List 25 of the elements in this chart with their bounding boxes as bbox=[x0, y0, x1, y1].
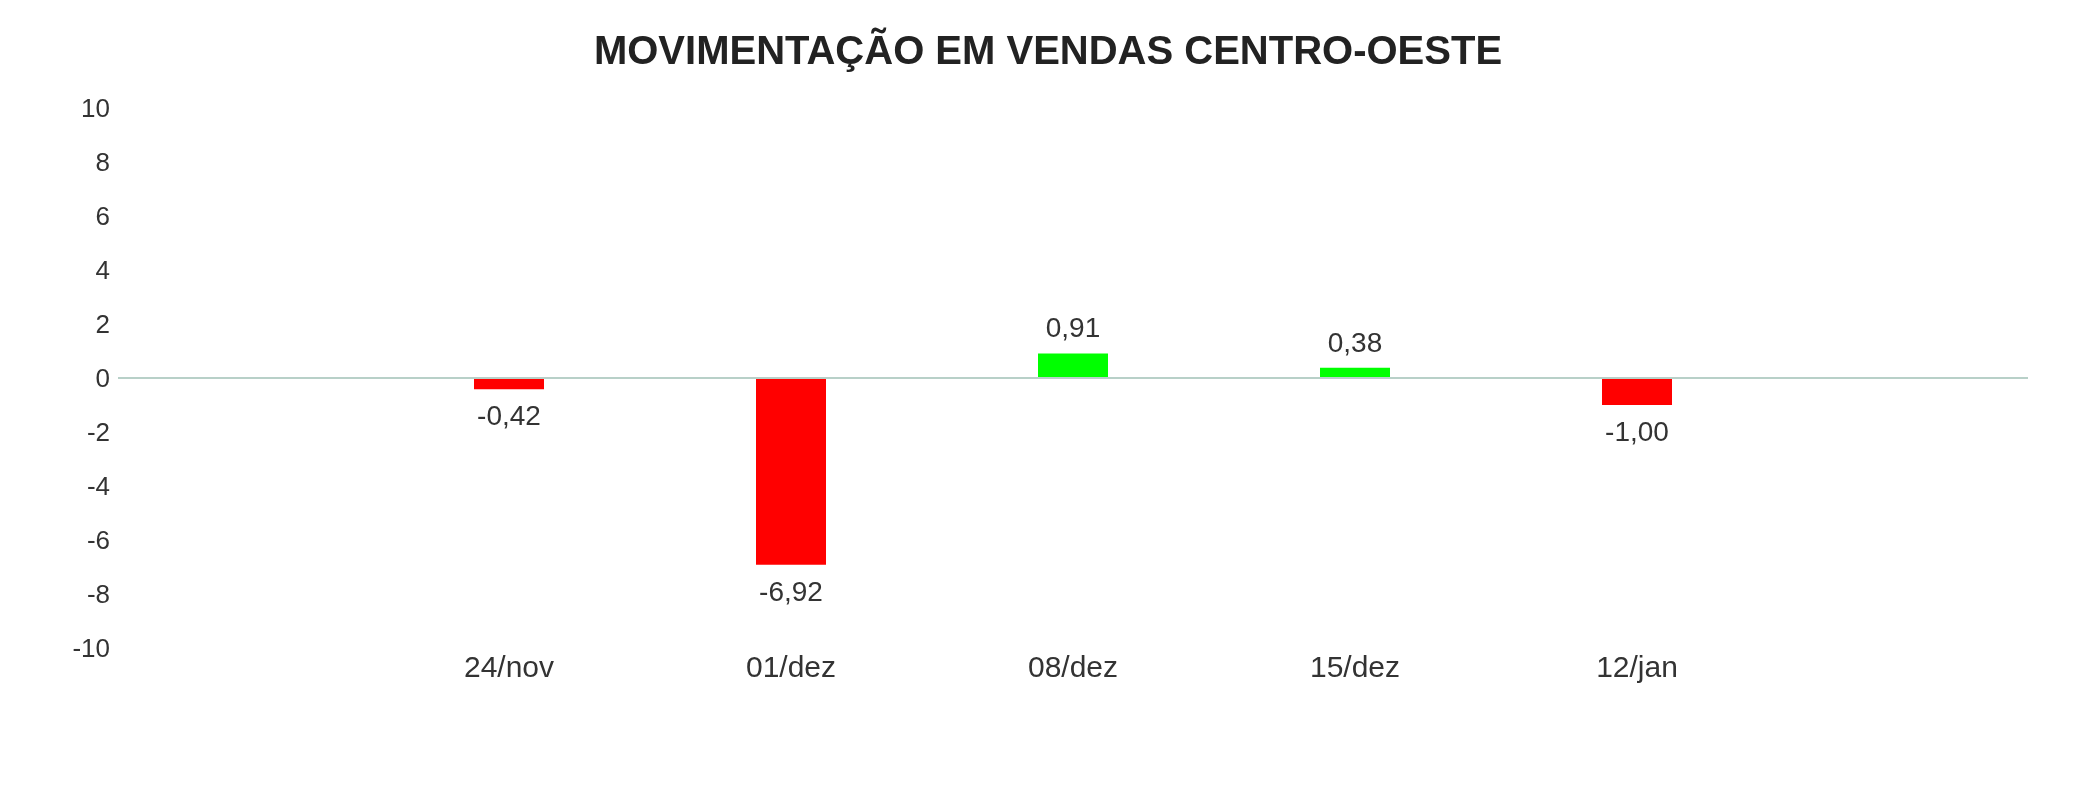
x-tick-label: 12/jan bbox=[1596, 650, 1678, 684]
bar bbox=[1602, 378, 1672, 405]
x-tick-label: 01/dez bbox=[745, 650, 837, 684]
data-label: -6,92 bbox=[759, 575, 823, 607]
chart-title: MOVIMENTAÇÃO EM VENDAS CENTRO-OESTE bbox=[592, 26, 1504, 74]
x-tick-label: 08/dez bbox=[1027, 650, 1119, 684]
y-tick-label: 0 bbox=[95, 363, 110, 394]
data-label: -1,00 bbox=[1605, 416, 1669, 447]
data-label: 0,91 bbox=[1045, 312, 1101, 344]
y-tick-label: 10 bbox=[81, 93, 110, 124]
x-tick-label: 24/nov bbox=[463, 650, 555, 684]
data-label: 0,38 bbox=[1327, 326, 1383, 358]
y-tick-label: -8 bbox=[86, 579, 110, 610]
data-label: -0,42 bbox=[477, 400, 541, 432]
bar bbox=[756, 378, 826, 565]
y-tick-label: -6 bbox=[86, 525, 110, 556]
y-tick-label: -10 bbox=[72, 633, 110, 664]
y-tick-label: 2 bbox=[95, 309, 110, 340]
y-tick-label: 6 bbox=[95, 201, 110, 232]
y-tick-label: 8 bbox=[95, 147, 110, 178]
x-tick-label: 15/dez bbox=[1309, 650, 1401, 684]
y-tick-label: 4 bbox=[95, 255, 110, 286]
bar bbox=[1038, 353, 1108, 378]
y-tick-label: -2 bbox=[86, 417, 110, 448]
y-tick-label: -4 bbox=[86, 471, 110, 502]
